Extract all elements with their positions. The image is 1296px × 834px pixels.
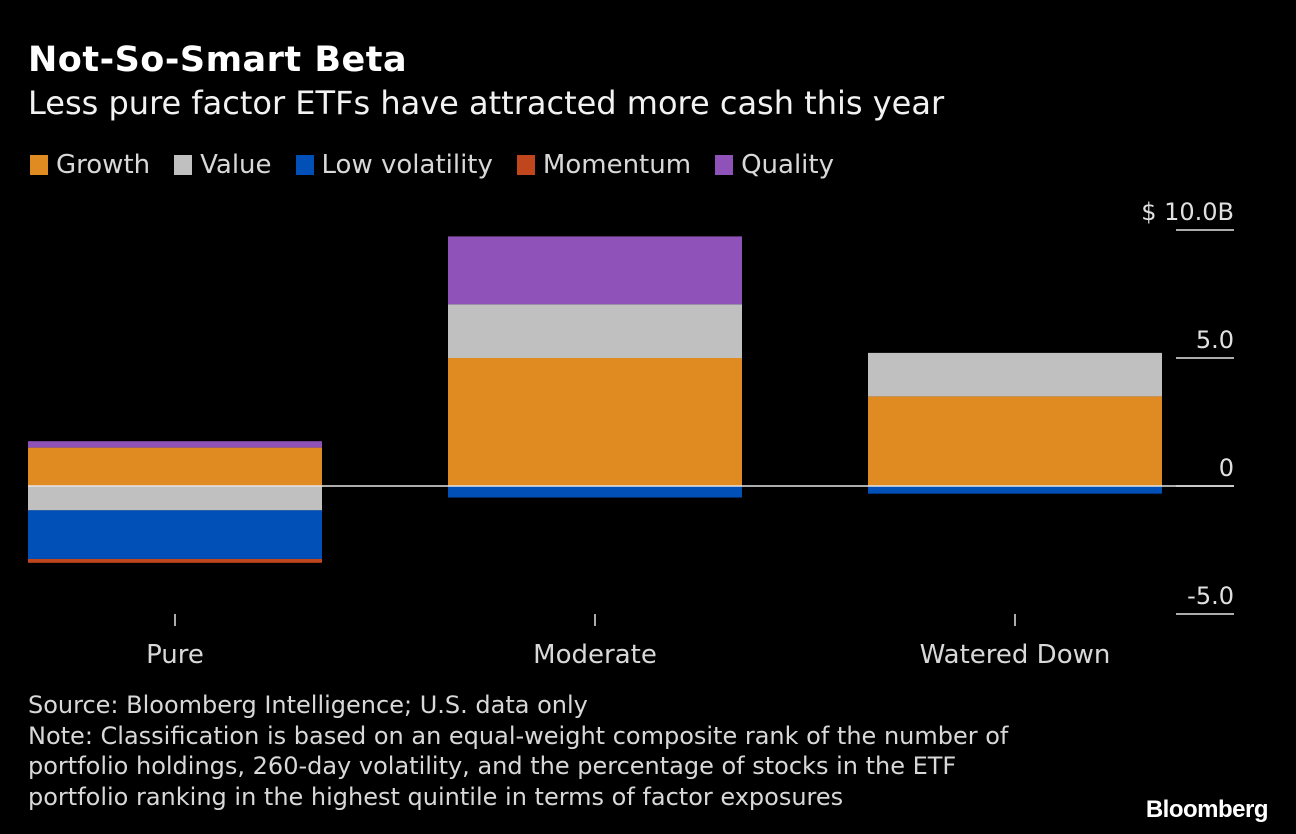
y-tick-label: 5.0	[1196, 326, 1234, 354]
legend-label: Growth	[56, 150, 151, 180]
y-tick-label: -5.0	[1187, 582, 1234, 610]
bar-segment-quality	[448, 236, 742, 305]
legend-swatch	[295, 155, 314, 175]
bar-segment-low-volatility	[28, 510, 322, 559]
x-category-label: Watered Down	[920, 640, 1111, 670]
bar-segment-momentum	[28, 558, 322, 563]
note-line: portfolio ranking in the highest quintil…	[28, 782, 844, 811]
bar-segment-value	[448, 304, 742, 358]
legend-item: Quality	[715, 150, 834, 180]
bloomberg-logo: Bloomberg	[1145, 796, 1269, 823]
source-text: Source: Bloomberg Intelligence; U.S. dat…	[28, 691, 588, 719]
y-axis: $ 10.0B 5.0 0 -5.0	[1141, 198, 1234, 615]
bar-segment-value	[868, 352, 1162, 397]
x-axis: Pure Moderate Watered Down	[146, 614, 1110, 670]
bars-group	[28, 236, 1234, 563]
y-tick-label: $ 10.0B	[1141, 198, 1234, 226]
legend-label: Low volatility	[321, 150, 493, 180]
legend-item: Low volatility	[295, 150, 493, 180]
legend-swatch	[715, 155, 734, 175]
y-tick-label: 0	[1219, 454, 1234, 482]
note-line: portfolio holdings, 260-day volatility, …	[28, 752, 957, 780]
legend-swatch	[30, 155, 48, 175]
legend-swatch	[516, 155, 535, 175]
stacked-bar-chart: $ 10.0B 5.0 0 -5.0 Pure Moderate Watered Down	[28, 198, 1234, 670]
bar-segment-growth	[28, 447, 322, 486]
bar-segment-quality	[28, 441, 322, 448]
footer: Source: Bloomberg Intelligence; U.S. dat…	[28, 690, 1068, 812]
legend-item: Value	[174, 150, 272, 180]
legend-swatch	[174, 155, 193, 175]
x-category-label: Pure	[146, 640, 204, 670]
bar-segment-growth	[448, 358, 742, 486]
legend-item: Momentum	[516, 150, 692, 180]
bar-segment-growth	[868, 396, 1162, 486]
bar-segment-low-volatility	[448, 486, 742, 498]
legend: Growth Value Low volatility Momentum Quality	[30, 150, 858, 180]
legend-label: Value	[200, 150, 272, 180]
legend-item: Growth	[30, 150, 150, 180]
chart-subtitle: Less pure factor ETFs have attracted mor…	[28, 84, 945, 122]
bar-segment-low-volatility	[868, 486, 1162, 494]
legend-label: Momentum	[542, 150, 692, 180]
note-line: Note: Classification is based on an equa…	[28, 721, 1009, 750]
bar-segment-value	[28, 486, 322, 511]
legend-label: Quality	[741, 150, 834, 180]
x-category-label: Moderate	[533, 640, 657, 670]
chart-title: Not-So-Smart Beta	[28, 40, 408, 80]
